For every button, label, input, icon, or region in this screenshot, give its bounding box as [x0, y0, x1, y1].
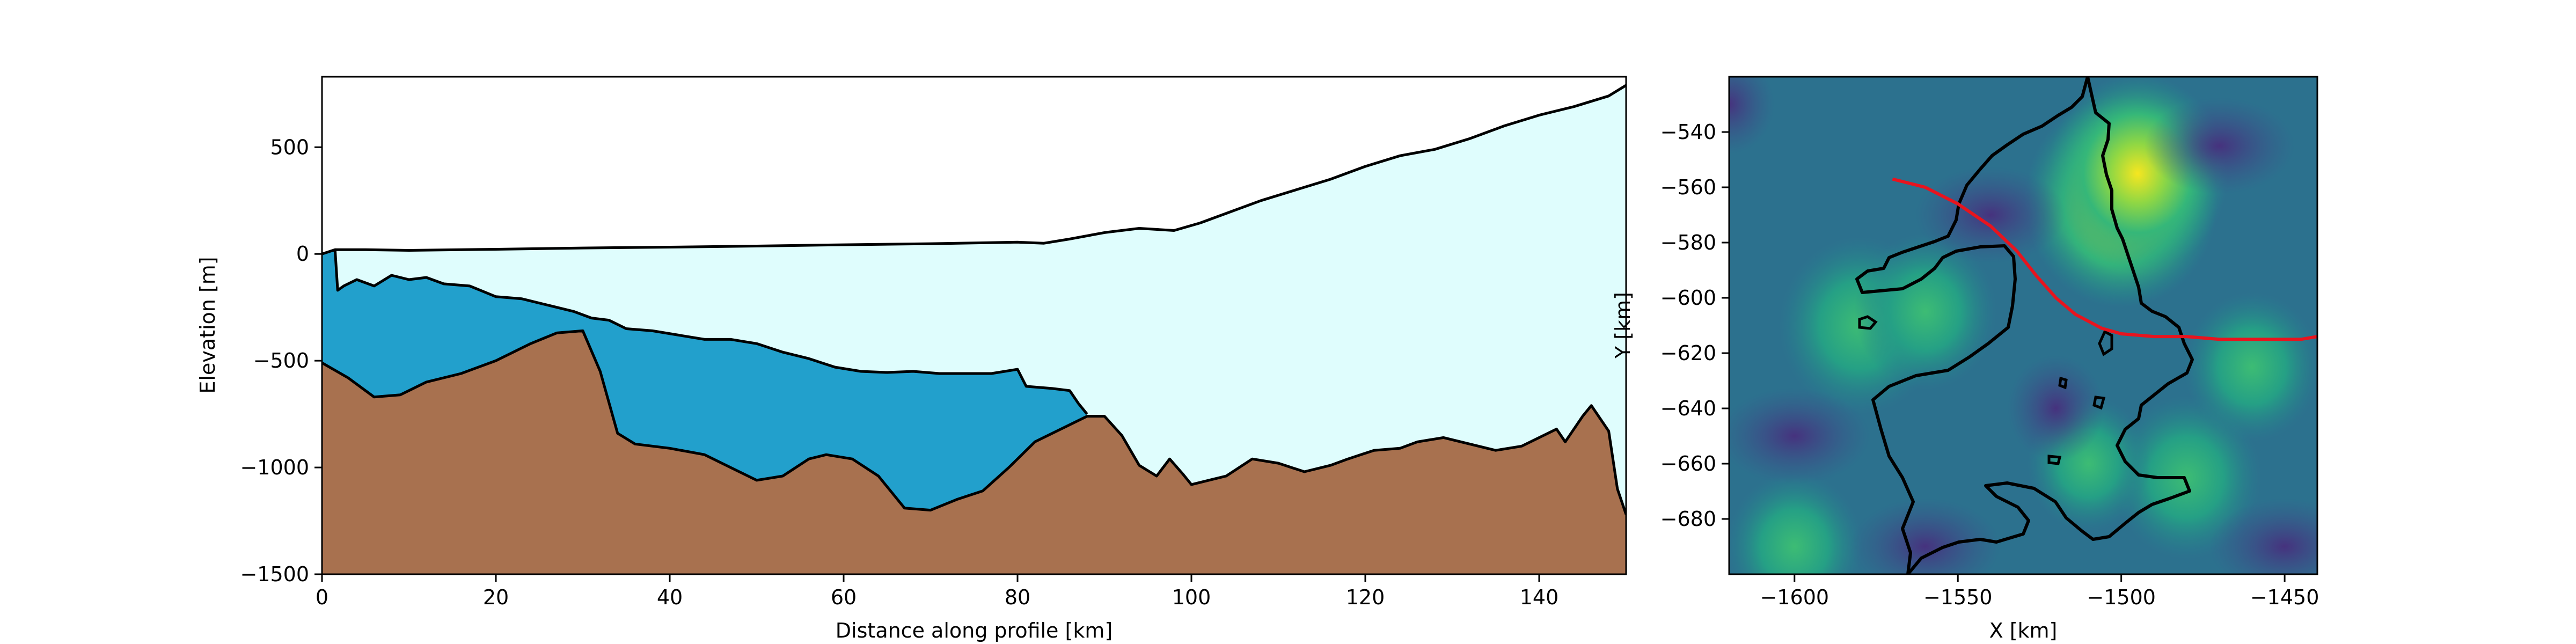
island-outline — [2098, 330, 2113, 356]
low-value-region — [2209, 498, 2317, 574]
map-y-axis-label: Y [km] — [1611, 292, 1635, 359]
y-tick-label: −580 — [1660, 231, 1716, 254]
island-outline — [2047, 455, 2062, 465]
x-tick-label: −1600 — [1760, 586, 1829, 609]
y-tick-label: −600 — [1660, 286, 1716, 310]
profile-plot-area — [322, 84, 1626, 574]
map-frame — [1728, 76, 2318, 575]
x-tick-label: 20 — [483, 586, 509, 609]
profile-x-axis: 0 20 40 60 80 100 120 140 — [316, 574, 1558, 609]
y-tick-label: −1000 — [240, 456, 309, 479]
low-value-region — [1850, 498, 2001, 574]
heat-blob — [2112, 396, 2261, 559]
profile-y-axis-label: Elevation [m] — [196, 257, 219, 393]
y-tick-label: −540 — [1660, 120, 1716, 144]
y-tick-label: −680 — [1660, 507, 1716, 531]
x-tick-label: −1500 — [2087, 586, 2156, 609]
x-tick-label: 100 — [1172, 586, 1211, 609]
map-x-axis: −1600 −1550 −1500 −1450 — [1760, 574, 2319, 609]
heat-blob — [1729, 77, 1774, 154]
low-value-region — [1729, 387, 1870, 485]
ice-shelf-outline — [1855, 77, 2194, 574]
map-panel: −1600 −1550 −1500 −1450 −680 −660 −640 −620 −60… — [1611, 76, 2319, 642]
water-area — [322, 250, 1087, 510]
x-tick-label: 120 — [1346, 586, 1385, 609]
map-y-axis: −680 −660 −640 −620 −600 −580 −560 −540 — [1660, 120, 1729, 531]
map-x-axis-label: X [km] — [1989, 619, 2058, 642]
profile-x-axis-label: Distance along profile [km] — [836, 619, 1113, 642]
heat-blob — [1854, 233, 1996, 390]
surface-line — [335, 84, 1626, 252]
profile-frame — [321, 76, 1627, 575]
y-tick-label: −1500 — [240, 562, 309, 586]
bed-line — [322, 329, 1626, 515]
low-value-region — [2144, 97, 2295, 194]
heat-blob — [1729, 472, 1862, 574]
x-tick-label: 60 — [831, 586, 857, 609]
island-outline — [1858, 315, 1878, 330]
heat-blob — [2184, 292, 2317, 442]
y-tick-label: −500 — [253, 349, 309, 372]
heat-blob — [2007, 355, 2104, 462]
x-tick-label: −1450 — [2250, 586, 2319, 609]
y-tick-label: −660 — [1660, 452, 1716, 475]
island-outline — [2092, 396, 2106, 410]
map-heat-field — [1729, 77, 2317, 574]
ice-base-line — [322, 248, 1088, 415]
y-tick-label: −560 — [1660, 175, 1716, 199]
profile-panel: 0 20 40 60 80 100 120 140 −1500 −1000 −500 0 500 Di… — [196, 76, 1627, 642]
island-outline — [2058, 376, 2068, 390]
x-tick-label: 0 — [316, 586, 328, 609]
y-tick-label: −640 — [1660, 397, 1716, 420]
low-value-region — [1915, 166, 2066, 264]
x-tick-label: 80 — [1005, 586, 1030, 609]
x-tick-label: −1550 — [1923, 586, 1993, 609]
bed-area — [322, 331, 1626, 574]
y-tick-label: −620 — [1660, 341, 1716, 365]
map-plot-area — [1729, 77, 2317, 574]
x-tick-label: 140 — [1520, 586, 1559, 609]
y-tick-label: 0 — [296, 242, 309, 266]
x-tick-label: 40 — [657, 586, 683, 609]
profile-y-axis: −1500 −1000 −500 0 500 — [240, 135, 322, 586]
profile-line — [1892, 177, 2317, 341]
y-tick-label: 500 — [270, 135, 309, 159]
